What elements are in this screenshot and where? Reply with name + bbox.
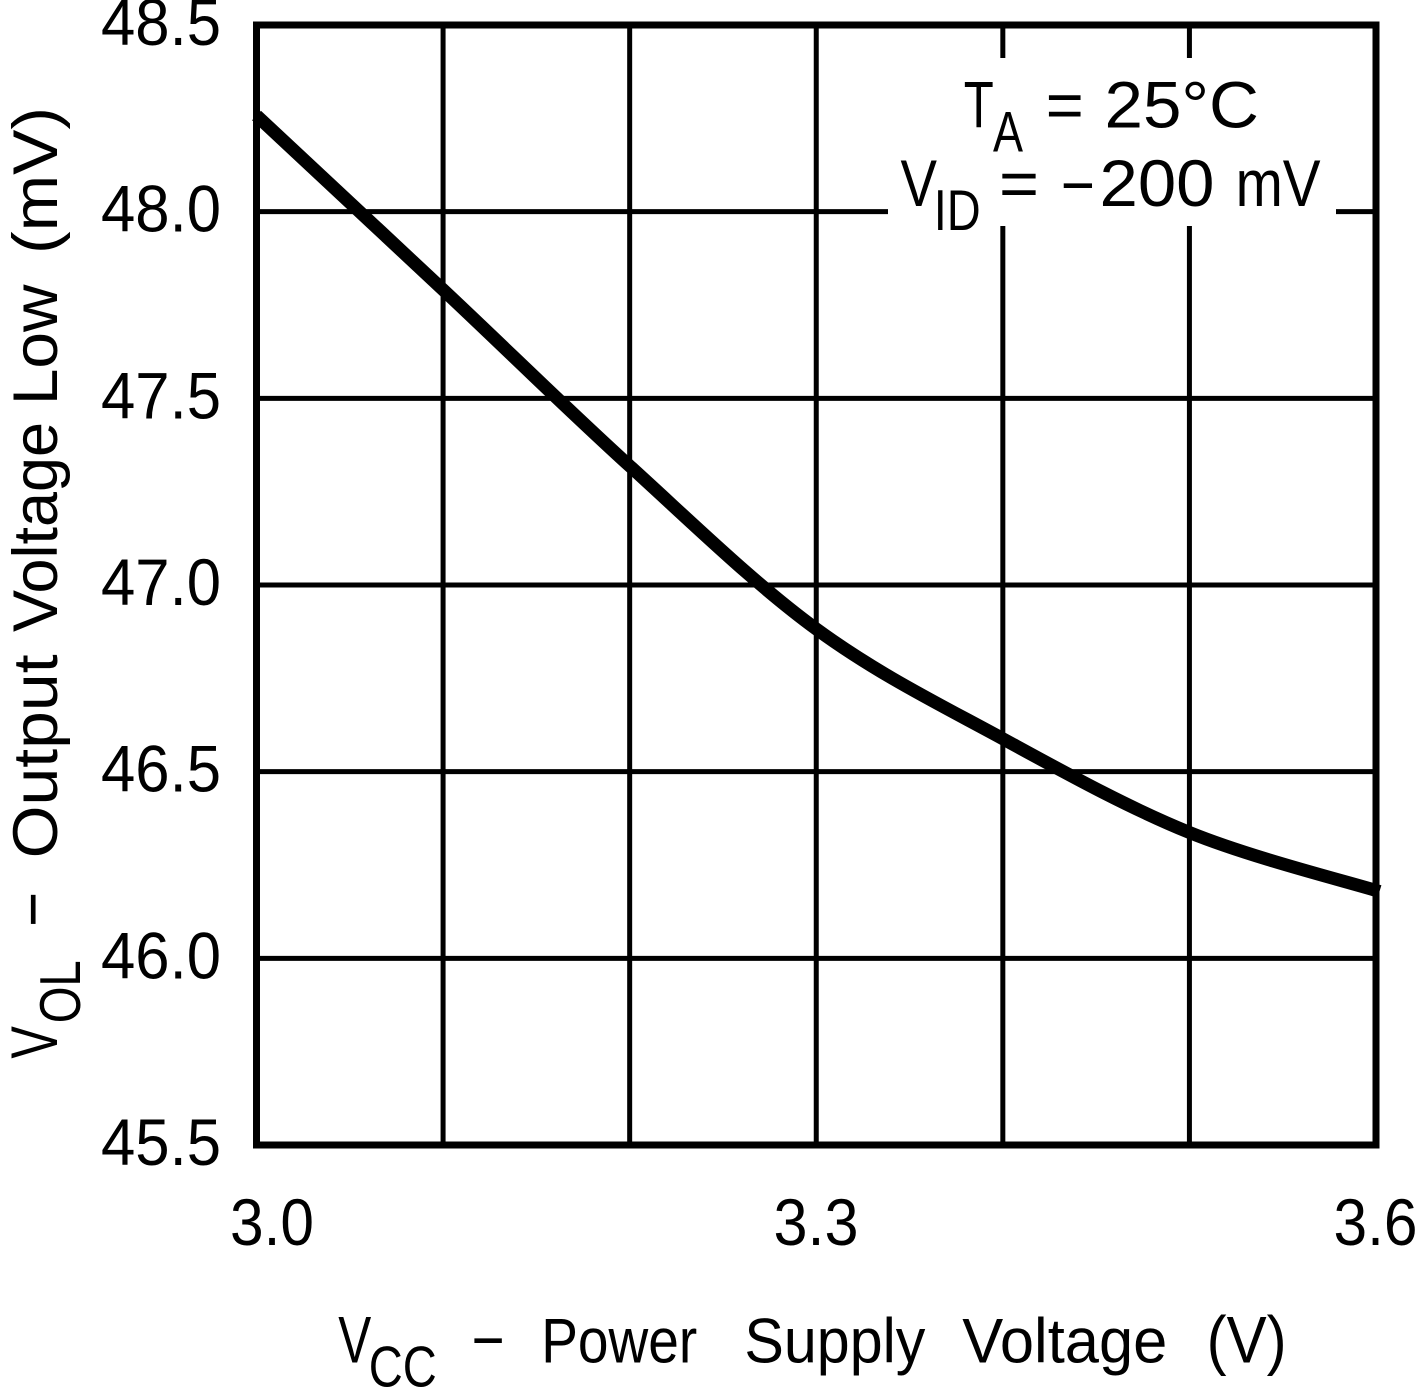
svg-text:V: V <box>0 1026 71 1059</box>
svg-text:V: V <box>901 147 938 220</box>
svg-text:OL: OL <box>29 960 93 1023</box>
svg-text:−: − <box>1061 149 1095 222</box>
svg-text:=: = <box>1046 69 1084 142</box>
svg-text:Power: Power <box>541 1307 697 1377</box>
svg-text:47.5: 47.5 <box>101 359 221 432</box>
svg-text:mV: mV <box>1236 147 1321 220</box>
svg-text:46.5: 46.5 <box>101 733 221 806</box>
svg-text:=: = <box>999 147 1039 220</box>
svg-text:48.0: 48.0 <box>101 173 221 246</box>
svg-text:Output: Output <box>1 654 71 859</box>
svg-text:46.0: 46.0 <box>101 919 221 992</box>
svg-text:A: A <box>993 101 1024 165</box>
svg-text:T: T <box>964 69 994 142</box>
svg-text:25°C: 25°C <box>1105 69 1260 142</box>
svg-text:Supply: Supply <box>744 1307 925 1377</box>
svg-text:200: 200 <box>1100 147 1215 220</box>
svg-text:CC: CC <box>369 1336 437 1389</box>
svg-text:−: − <box>0 892 69 927</box>
svg-text:3.0: 3.0 <box>230 1186 314 1259</box>
svg-text:Voltage: Voltage <box>962 1307 1167 1377</box>
svg-text:−: − <box>472 1304 505 1377</box>
svg-text:45.5: 45.5 <box>101 1106 221 1179</box>
svg-text:Low: Low <box>1 284 71 405</box>
svg-text:(mV): (mV) <box>1 107 71 254</box>
svg-text:Voltage: Voltage <box>1 422 71 632</box>
svg-text:V: V <box>338 1304 371 1377</box>
svg-text:3.3: 3.3 <box>774 1186 859 1259</box>
svg-text:47.0: 47.0 <box>101 546 221 619</box>
svg-text:48.5: 48.5 <box>101 0 221 59</box>
svg-text:(V): (V) <box>1207 1304 1287 1377</box>
svg-text:ID: ID <box>934 179 981 243</box>
svg-text:3.6: 3.6 <box>1334 1186 1415 1259</box>
